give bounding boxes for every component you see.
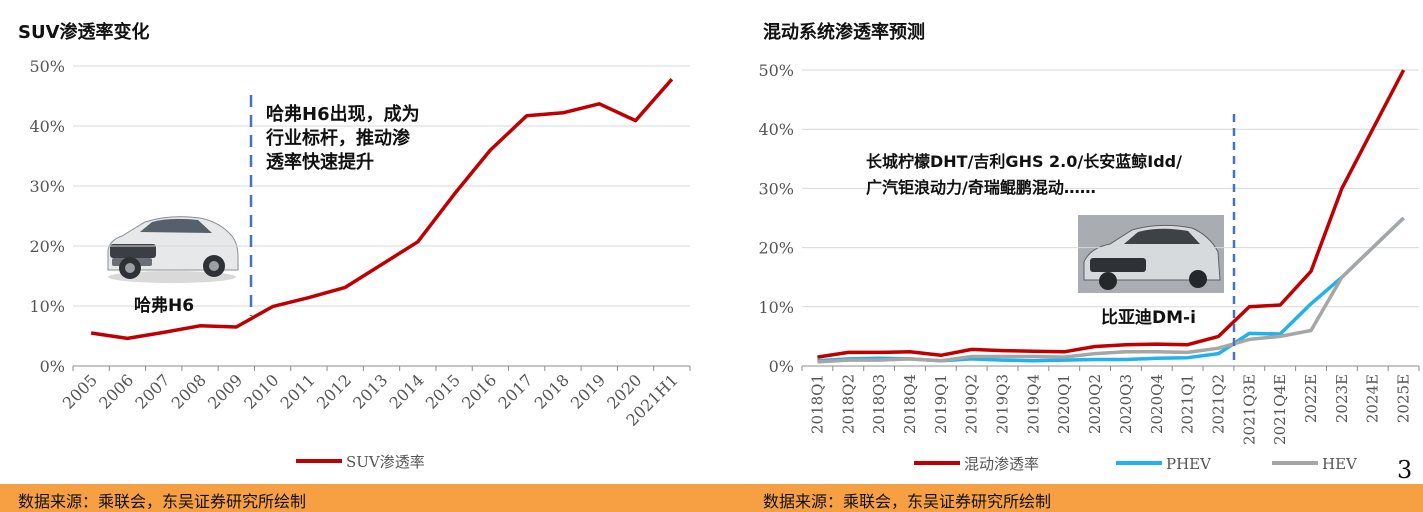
right-legend-label-2: HEV: [1322, 455, 1358, 473]
charts-canvas: 0%10%20%30%40%50%20052006200720082009201…: [29, 57, 1420, 473]
right-x-tick-label: 2018Q4: [901, 374, 919, 434]
right-x-tick-label: 2024E: [1364, 374, 1382, 423]
left-y-tick-label: 0%: [40, 357, 65, 376]
source-footer: 数据来源：乘联会，东吴证券研究所绘制 数据来源：乘联会，东吴证券研究所绘制: [0, 484, 1423, 512]
right-chart: 0% 10% 20% 30% 40% 50% 2018Q1 2018Q2 2018Q3 2018Q…: [758, 61, 1420, 473]
left-x-tick-label: 2016: [458, 370, 500, 412]
right-x-tick-label: 2020Q3: [1117, 374, 1135, 434]
left-x-tick-label: 2019: [567, 370, 609, 412]
page-number: 3: [1397, 456, 1413, 484]
right-x-tick-label: 2018Q1: [808, 374, 826, 434]
right-x-tick-label: 2018Q3: [870, 374, 888, 434]
left-annotation-line: 行业标杆，推动渗: [265, 127, 411, 149]
left-annotation-line: 透率快速提升: [266, 151, 374, 173]
right-y-tick-label: 40%: [758, 120, 794, 139]
left-legend-label-0: SUV渗透率: [346, 453, 425, 471]
source-note-right: 数据来源：乘联会，东吴证券研究所绘制: [763, 492, 1052, 511]
left-x-tick-label: 2009: [204, 370, 246, 412]
right-x-tick-label: 2021Q4E: [1271, 374, 1289, 445]
right-y-tick-label: 0%: [769, 357, 794, 376]
left-y-tick-label: 10%: [29, 297, 65, 316]
left-x-tick-label: 2018: [531, 370, 573, 412]
right-x-tick-label: 2022E: [1302, 374, 1320, 423]
right-chart-title: 混动系统渗透率预测: [763, 22, 925, 43]
left-y-tick-label: 40%: [29, 117, 65, 136]
right-y-tick-label: 50%: [758, 61, 794, 80]
left-x-tick-label: 2012: [313, 370, 355, 412]
left-car-label: 哈弗H6: [134, 295, 194, 316]
right-y-tick-label: 30%: [758, 179, 794, 198]
right-annotation-line: 广汽钜浪动力/奇瑞鲲鹏混动……: [866, 178, 1096, 197]
left-y-tick-label: 30%: [29, 177, 65, 196]
right-x-tick-label: 2019Q4: [1024, 374, 1042, 434]
left-x-tick-label: 2013: [349, 370, 391, 412]
left-chart-title: SUV渗透率变化: [18, 22, 150, 43]
right-car-label: 比亚迪DM-i: [1101, 307, 1196, 328]
left-y-tick-label: 50%: [29, 57, 65, 76]
right-x-tick-label: 2021Q3E: [1240, 374, 1258, 445]
left-x-tick-label: 2005: [59, 370, 101, 412]
left-x-tick-label: 2014: [385, 370, 427, 412]
right-x-tick-label: 2021Q2: [1209, 374, 1227, 434]
right-x-tick-label: 2019Q1: [932, 374, 950, 434]
right-x-tick-label: 2020Q2: [1086, 374, 1104, 434]
right-y-tick-label: 10%: [758, 298, 794, 317]
right-x-tick-label: 2025E: [1395, 374, 1413, 423]
car-image-haval-h6: [107, 216, 239, 283]
left-x-tick-label: 2010: [240, 370, 282, 412]
left-y-tick-label: 20%: [29, 237, 65, 256]
right-series-line-0: [817, 69, 1406, 359]
right-annotation-line: 长城柠檬DHT/吉利GHS 2.0/长安蓝鲸Idd/: [866, 152, 1182, 171]
right-x-tick-label: 2021Q1: [1179, 374, 1197, 434]
right-legend-label-1: PHEV: [1166, 455, 1212, 473]
left-annotation-line: 哈弗H6出现，成为: [266, 103, 420, 125]
right-x-tick-label: 2023E: [1333, 374, 1351, 423]
left-x-tick-label: 2015: [422, 370, 464, 412]
car-image-byd: [1078, 215, 1224, 293]
right-y-tick-label: 20%: [758, 239, 794, 258]
left-x-tick-label: 2006: [95, 370, 137, 412]
right-x-tick-label: 2019Q2: [963, 374, 981, 434]
right-x-tick-label: 2019Q3: [994, 374, 1012, 434]
right-legend-label-0: 混动渗透率: [964, 455, 1039, 473]
right-series-line-2: [817, 216, 1405, 364]
left-series-line-0: [90, 78, 674, 341]
right-x-tick-label: 2020Q4: [1148, 374, 1166, 434]
right-x-tick-label: 2018Q2: [839, 374, 857, 434]
source-note-left: 数据来源：乘联会，东吴证券研究所绘制: [18, 492, 307, 511]
left-x-tick-label: 2011: [277, 370, 319, 412]
left-x-tick-label: 2017: [494, 370, 536, 412]
left-x-tick-label: 2008: [168, 370, 210, 412]
left-x-tick-label: 2007: [131, 370, 173, 412]
right-x-tick-label: 2020Q1: [1055, 374, 1073, 434]
